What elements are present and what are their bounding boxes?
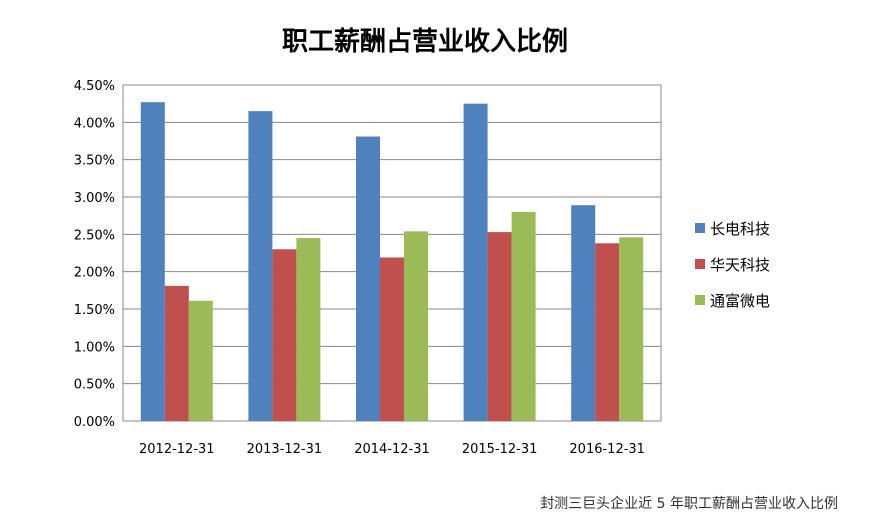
bar-2-4 — [487, 232, 512, 421]
legend-label: 通富微电 — [710, 292, 770, 310]
y-tick-label: 0.50% — [74, 378, 115, 393]
chart-caption: 封测三巨头企业近 5 年职工薪酬占营业收入比例 — [540, 495, 838, 512]
bar-1-2 — [248, 111, 273, 421]
legend-swatch — [695, 295, 705, 305]
y-tick-label: 4.00% — [74, 116, 115, 131]
legend-swatch — [695, 223, 705, 233]
y-tick-label: 3.00% — [74, 191, 115, 206]
bar-1-4 — [463, 103, 488, 422]
bar-2-1 — [164, 285, 189, 421]
bar-3-1 — [188, 300, 213, 421]
y-tick-label: 1.00% — [74, 340, 115, 355]
x-category-label: 2015-12-31 — [462, 442, 538, 457]
chart-title: 职工薪酬占营业收入比例 — [282, 27, 568, 57]
legend-label: 长电科技 — [710, 220, 770, 238]
x-category-label: 2016-12-31 — [569, 442, 645, 457]
y-axis-ticks: 0.00% 0.50% 1.00% 1.50% 2.00% 2.50% 3.00% 3.50%… — [74, 79, 115, 430]
bar-3-5 — [619, 237, 644, 421]
y-tick-label: 1.50% — [74, 303, 115, 318]
y-tick-label: 0.00% — [74, 415, 115, 430]
bar-3-2 — [296, 238, 321, 421]
bar-2-3 — [380, 257, 404, 421]
bar-3-3 — [404, 231, 428, 421]
y-tick-label: 2.50% — [74, 228, 115, 243]
bar-1-1 — [140, 102, 165, 421]
legend-label: 华天科技 — [710, 256, 770, 274]
y-tick-label: 4.50% — [74, 79, 115, 94]
bar-3-4 — [511, 211, 536, 421]
bar-2-2 — [272, 249, 297, 421]
x-category-label: 2014-12-31 — [354, 442, 430, 457]
legend-swatch — [695, 259, 705, 269]
x-axis-categories: 2012-12-31 2013-12-31 2014-12-31 2015-12-31… — [139, 442, 645, 457]
bar-2-5 — [595, 243, 620, 421]
y-tick-label: 2.00% — [74, 266, 115, 281]
bar-1-5 — [571, 205, 596, 421]
y-tick-label: 3.50% — [74, 154, 115, 169]
bar-1-3 — [356, 136, 380, 421]
bars — [140, 102, 644, 422]
x-category-label: 2013-12-31 — [247, 442, 323, 457]
x-category-label: 2012-12-31 — [139, 442, 215, 457]
